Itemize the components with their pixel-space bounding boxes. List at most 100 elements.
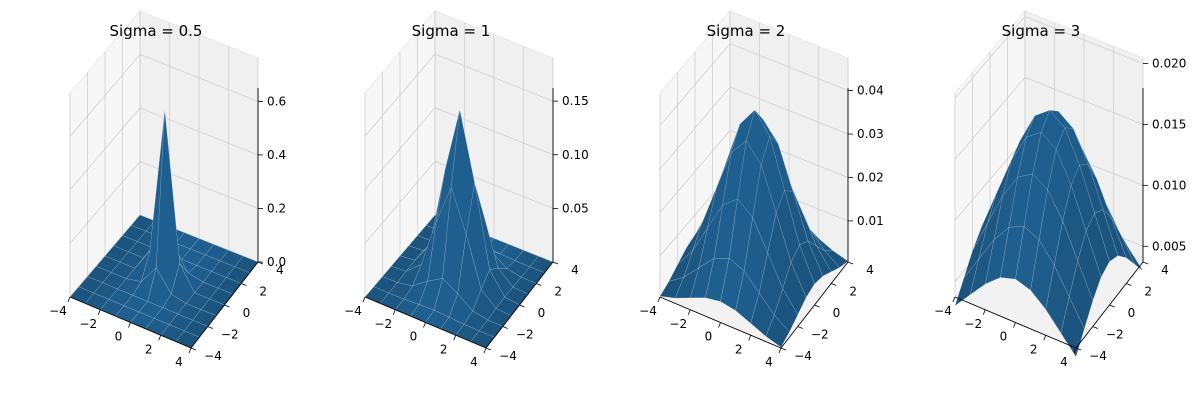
subplot-title: Sigma = 3 (1002, 22, 1081, 40)
y-tick-mark (814, 304, 820, 308)
y-tick-label: 4 (866, 263, 874, 277)
x-tick-label: 0 (410, 330, 418, 344)
z-tick-label: 0.005 (1152, 239, 1186, 253)
z-grid-line (954, 76, 1144, 160)
y-tick-label: −4 (794, 349, 812, 363)
z-tick-label: 0.04 (857, 84, 884, 98)
x-tick-mark (67, 296, 71, 303)
x-tick-mark (97, 309, 101, 315)
x-tick-label: −2 (374, 317, 392, 331)
surface-facet (799, 240, 824, 285)
z-tick-label: 0.03 (857, 127, 884, 141)
y-tick-mark (502, 326, 508, 329)
z-tick-label: 0.01 (857, 214, 884, 228)
x-tick-mark (188, 347, 192, 354)
x-tick-mark (657, 296, 661, 303)
y-tick-label: −2 (221, 328, 239, 342)
x-tick-label: 4 (175, 355, 183, 369)
y-tick-mark (207, 326, 213, 329)
z-tick-label: 0.020 (1152, 56, 1186, 70)
surface-facet (807, 240, 832, 277)
z-grid-line (659, 86, 849, 170)
x-tick-mark (392, 309, 396, 315)
y-tick-label: 4 (276, 263, 284, 277)
x-tick-label: −4 (344, 304, 362, 318)
surface-facet (774, 288, 799, 333)
y-tick-label: 4 (1161, 263, 1169, 277)
subplot-title: Sigma = 0.5 (110, 22, 203, 40)
y-tick-mark (224, 304, 230, 308)
z-tick-label: 0.010 (1152, 178, 1186, 192)
z-tick-label: 0.2 (267, 201, 286, 215)
x-tick-mark (158, 335, 162, 341)
y-tick-label: −2 (1106, 328, 1124, 342)
x-tick-label: −2 (669, 317, 687, 331)
surface-facet (1085, 212, 1110, 278)
x-tick-mark (952, 296, 956, 303)
x-tick-label: 2 (440, 342, 448, 356)
z-tick-label: 0.015 (1152, 117, 1186, 131)
y-tick-mark (831, 283, 837, 286)
y-tick-label: 2 (1144, 285, 1152, 299)
y-tick-label: 4 (571, 263, 579, 277)
z-grid-line (69, 53, 259, 137)
x-tick-mark (778, 347, 782, 354)
x-tick-label: 2 (1030, 342, 1038, 356)
y-tick-label: −2 (811, 328, 829, 342)
y-tick-mark (847, 261, 854, 265)
surface-facet (765, 314, 790, 348)
surface-facet (790, 244, 815, 298)
surface-facet (1069, 260, 1094, 330)
x-tick-label: 0 (1000, 330, 1008, 344)
y-tick-mark (1075, 347, 1082, 351)
y-tick-mark (780, 347, 787, 351)
y-tick-mark (190, 347, 197, 351)
y-tick-mark (1142, 261, 1149, 265)
x-tick-mark (1043, 335, 1047, 341)
y-tick-mark (552, 261, 559, 265)
x-tick-label: 4 (1060, 355, 1068, 369)
surface-facet (1060, 296, 1085, 358)
x-tick-label: 0 (115, 330, 123, 344)
x-tick-label: 0 (705, 330, 713, 344)
x-tick-label: −2 (964, 317, 982, 331)
x-tick-mark (687, 309, 691, 315)
surface-facet (782, 261, 807, 316)
y-tick-mark (536, 283, 542, 286)
y-tick-label: −4 (1089, 349, 1107, 363)
z-tick-label: 0.02 (857, 170, 884, 184)
z-grid-line (364, 53, 554, 137)
z-grid-line (69, 107, 259, 191)
y-tick-label: −2 (516, 328, 534, 342)
y-tick-label: 2 (259, 285, 267, 299)
y-tick-mark (519, 304, 525, 308)
y-tick-mark (241, 283, 247, 286)
subplot-title: Sigma = 1 (412, 22, 491, 40)
y-tick-mark (797, 326, 803, 329)
x-tick-mark (1013, 322, 1016, 328)
y-tick-mark (1109, 304, 1115, 308)
y-tick-label: 0 (243, 306, 251, 320)
x-tick-mark (423, 322, 426, 328)
x-tick-label: −4 (49, 304, 67, 318)
y-tick-label: −4 (204, 349, 222, 363)
z-grid-line (364, 107, 554, 191)
z-tick-label: 0.0 (267, 255, 286, 269)
z-grid-line (364, 160, 554, 244)
y-tick-mark (485, 347, 492, 351)
x-tick-mark (1073, 347, 1077, 354)
x-tick-label: 4 (765, 355, 773, 369)
z-tick-label: 0.4 (267, 148, 286, 162)
x-tick-label: 4 (470, 355, 478, 369)
z-tick-label: 0.15 (562, 94, 589, 108)
y-tick-label: 0 (833, 306, 841, 320)
x-tick-mark (453, 335, 457, 341)
x-tick-mark (982, 309, 986, 315)
x-tick-label: −4 (934, 304, 952, 318)
x-tick-label: 2 (735, 342, 743, 356)
